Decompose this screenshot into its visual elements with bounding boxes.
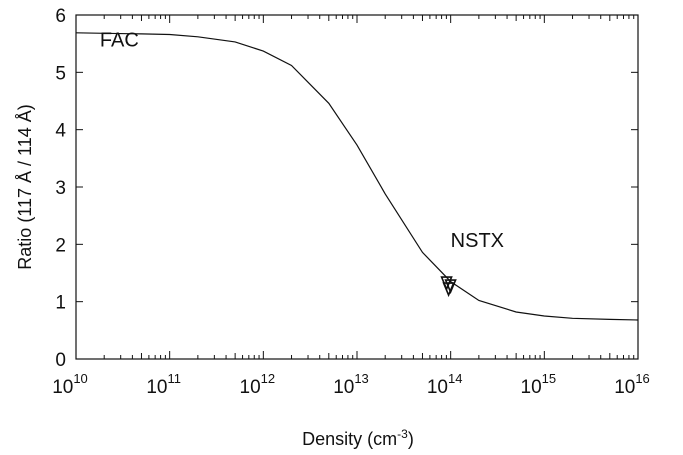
- x-tick-base: 10: [240, 377, 261, 398]
- nstx-marker: [442, 282, 455, 298]
- y-tick-labels: 0 1 2 3 4 5 6: [55, 6, 66, 371]
- x-tick-base: 10: [427, 377, 448, 398]
- y-tick-label: 5: [55, 63, 66, 84]
- x-tick-label: 1014: [427, 371, 463, 398]
- y-tick-label: 2: [55, 235, 66, 256]
- x-tick-label: 1015: [521, 371, 557, 398]
- nstx-annotation: NSTX: [451, 230, 504, 252]
- x-tick-label: 1013: [333, 371, 369, 398]
- x-axis-label-close: ): [408, 429, 414, 449]
- x-tick-base: 10: [614, 377, 635, 398]
- y-axis-label: Ratio (117 Å / 114 Å): [15, 104, 35, 269]
- nstx-markers: [440, 276, 457, 298]
- y-tick-label: 6: [55, 6, 66, 27]
- fac-curve: [75, 32, 639, 321]
- y-tick-label: 3: [55, 178, 66, 199]
- x-tick-base: 10: [333, 377, 354, 398]
- x-tick-exponent: 12: [261, 371, 275, 386]
- x-tick-base: 10: [521, 377, 542, 398]
- x-tick-labels: 1010 1011 1012 1013 1014 1015 1016: [52, 371, 650, 398]
- x-tick-label: 1010: [52, 371, 88, 398]
- x-tick-exponent: 11: [167, 371, 181, 386]
- y-tick-label: 0: [55, 350, 66, 371]
- x-tick-exponent: 14: [448, 371, 462, 386]
- x-axis-label: Density (cm-3): [302, 427, 414, 449]
- x-tick-label: 1011: [146, 371, 181, 398]
- axis-ticks: [75, 14, 638, 360]
- x-tick-base: 10: [52, 377, 73, 398]
- x-tick-label: 1012: [240, 371, 276, 398]
- x-tick-base: 10: [146, 377, 167, 398]
- fac-annotation: FAC: [100, 30, 139, 52]
- x-axis-label-exponent: -3: [397, 427, 408, 441]
- plot-frame: [75, 14, 639, 360]
- x-tick-label: 1016: [614, 371, 650, 398]
- y-tick-label: 1: [55, 293, 66, 314]
- x-axis-label-main: Density (cm: [302, 429, 397, 449]
- x-tick-exponent: 13: [354, 371, 368, 386]
- x-tick-exponent: 15: [542, 371, 556, 386]
- x-tick-exponent: 16: [635, 371, 649, 386]
- y-tick-label: 4: [55, 121, 66, 142]
- x-tick-exponent: 10: [73, 371, 87, 386]
